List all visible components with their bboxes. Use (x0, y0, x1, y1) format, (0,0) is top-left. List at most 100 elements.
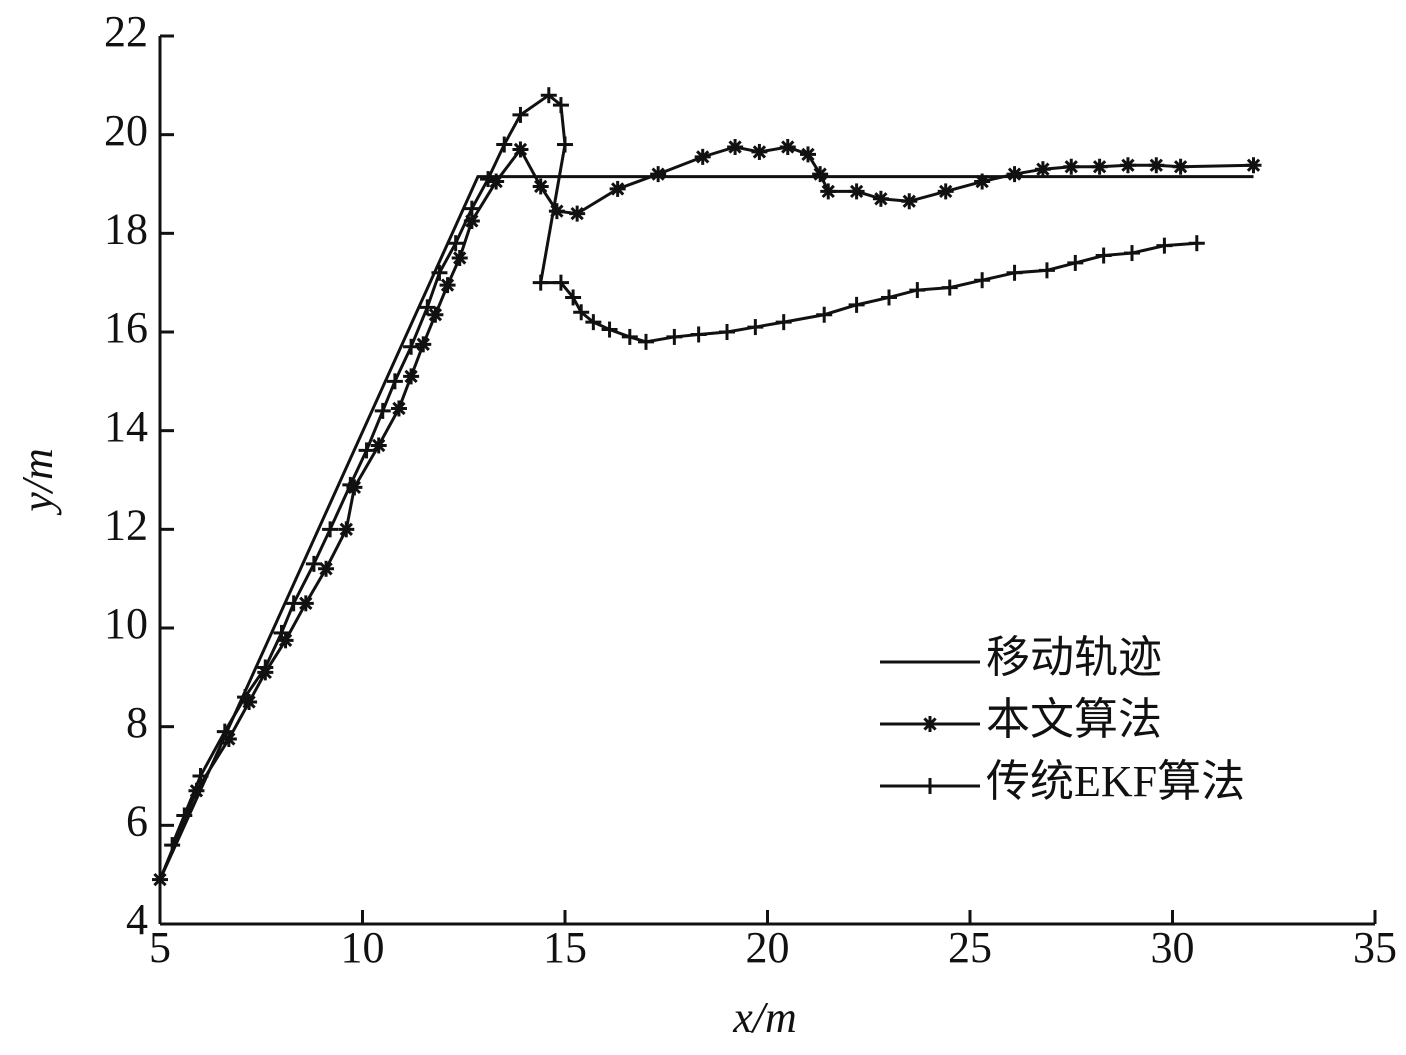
marker-stroke (465, 214, 479, 228)
x-tick-label: 35 (1353, 923, 1397, 972)
marker (374, 402, 391, 419)
marker (318, 560, 335, 577)
marker (431, 264, 448, 281)
marker (621, 328, 638, 345)
marker (775, 314, 792, 331)
y-tick-label: 12 (104, 500, 148, 549)
marker (751, 143, 768, 160)
marker (1067, 254, 1084, 271)
legend-label: 移动轨迹 (986, 633, 1162, 682)
marker (690, 326, 707, 343)
marker (164, 837, 181, 854)
marker (451, 250, 468, 266)
marker (512, 106, 529, 123)
marker-stroke (1149, 158, 1163, 172)
marker (370, 437, 387, 454)
marker-stroke (1036, 162, 1050, 176)
marker-stroke (752, 145, 767, 159)
marker (285, 595, 302, 612)
marker-stroke (392, 401, 406, 416)
marker-stroke (728, 140, 742, 154)
marker-stroke (570, 206, 584, 221)
marker (386, 373, 403, 390)
marker (447, 235, 464, 252)
marker (937, 183, 954, 200)
marker (419, 299, 436, 316)
x-tick-label: 5 (149, 923, 171, 972)
marker (650, 166, 667, 183)
marker (565, 289, 582, 306)
y-tick-label: 8 (126, 698, 148, 747)
marker-stroke (939, 184, 953, 199)
marker (1006, 166, 1023, 183)
marker (666, 328, 683, 345)
marker (901, 193, 918, 210)
marker (512, 141, 529, 158)
marker (573, 304, 590, 321)
marker (338, 521, 355, 538)
marker (1095, 247, 1112, 264)
marker (390, 400, 407, 417)
marker (848, 296, 865, 313)
marker (176, 807, 193, 824)
legend-label: 本文算法 (986, 695, 1162, 744)
marker (152, 871, 168, 888)
marker (569, 205, 586, 222)
marker (342, 476, 359, 493)
marker (257, 659, 274, 676)
legend-label: 传统EKF算法 (986, 757, 1245, 806)
y-tick-label: 18 (104, 204, 148, 253)
marker (800, 146, 816, 163)
marker (305, 555, 322, 572)
marker (1038, 262, 1055, 279)
marker-stroke (299, 596, 313, 610)
marker (403, 368, 420, 385)
marker-stroke (651, 167, 665, 181)
y-tick-label: 20 (104, 106, 148, 155)
marker (909, 282, 926, 299)
marker (415, 336, 432, 353)
marker (747, 319, 764, 336)
marker (820, 183, 837, 200)
marker-stroke (222, 732, 236, 746)
x-tick-label: 30 (1151, 923, 1195, 972)
marker-stroke (1064, 160, 1078, 174)
marker (779, 139, 796, 155)
marker-stroke (404, 369, 418, 384)
marker-stroke (902, 194, 916, 208)
marker-stroke (278, 633, 293, 647)
marker (1188, 235, 1205, 252)
marker (1148, 157, 1165, 174)
marker (322, 521, 339, 538)
y-tick-label: 16 (104, 303, 148, 352)
marker (532, 178, 549, 195)
marker-stroke (339, 522, 353, 536)
marker (974, 272, 991, 289)
marker-stroke (1246, 158, 1261, 172)
marker-stroke (513, 142, 528, 157)
marker (439, 277, 456, 294)
marker (216, 723, 233, 740)
marker (1245, 157, 1262, 174)
marker-stroke (534, 179, 548, 194)
marker-stroke (781, 140, 795, 154)
marker-stroke (319, 562, 333, 576)
marker-stroke (153, 872, 167, 887)
x-tick-label: 25 (948, 923, 992, 972)
marker (1091, 158, 1108, 175)
x-tick-label: 15 (543, 923, 587, 972)
series-line (158, 175, 1254, 881)
marker (872, 190, 889, 207)
marker-stroke (1173, 160, 1188, 174)
marker (552, 274, 569, 291)
marker-stroke (453, 251, 467, 265)
y-axis-label: y/m (13, 448, 62, 516)
marker (727, 139, 744, 155)
x-axis-label: x/m (732, 993, 797, 1042)
y-tick-label: 14 (104, 402, 148, 451)
marker (463, 200, 480, 217)
marker (1034, 161, 1051, 178)
marker (694, 148, 711, 165)
marker (1006, 264, 1023, 281)
marker (273, 624, 290, 641)
